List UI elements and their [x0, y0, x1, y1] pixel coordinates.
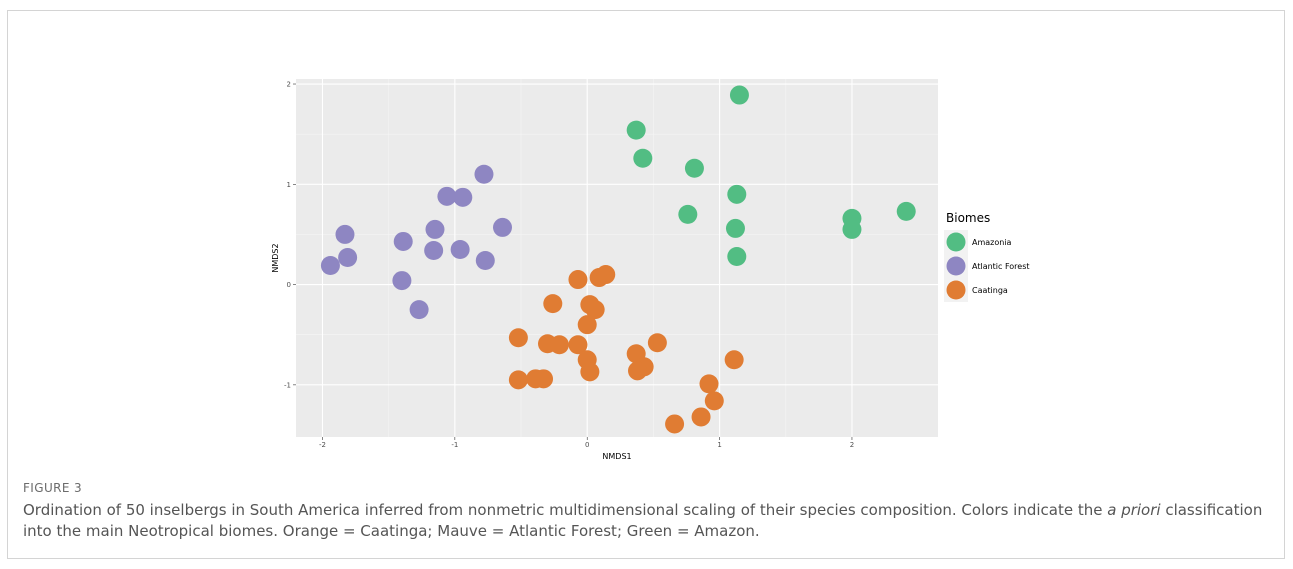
panel-background — [296, 79, 938, 437]
point-caatinga — [568, 270, 588, 290]
axis-ticks: -2 -1 0 1 2 -1 0 1 2 — [284, 81, 854, 449]
legend: Biomes Amazonia Atlantic Forest Caatinga — [944, 211, 1030, 302]
caption-part-2: classification into the main Neotropical… — [23, 501, 1263, 540]
point-caatinga — [596, 265, 616, 285]
point-caatinga — [534, 369, 554, 389]
point-caatinga — [568, 335, 588, 355]
point-caatinga — [585, 300, 605, 320]
point-atlantic-forest — [393, 231, 413, 251]
point-caatinga — [628, 361, 648, 381]
legend-label-amazonia: Amazonia — [972, 238, 1012, 247]
point-caatinga — [647, 333, 667, 353]
point-amazonia — [626, 120, 646, 140]
x-tick-label: 1 — [717, 441, 721, 449]
point-caatinga — [665, 414, 685, 434]
legend-label-caatinga: Caatinga — [972, 286, 1008, 295]
point-atlantic-forest — [450, 239, 470, 259]
x-tick-label: -1 — [451, 441, 458, 449]
legend-label-atlantic-forest: Atlantic Forest — [972, 262, 1030, 271]
point-caatinga — [691, 407, 711, 427]
x-tick-label: -2 — [319, 441, 326, 449]
point-amazonia — [678, 204, 698, 224]
y-tick-label: 0 — [287, 281, 291, 289]
point-atlantic-forest — [335, 224, 355, 244]
point-atlantic-forest — [474, 164, 494, 184]
point-amazonia — [727, 246, 747, 266]
caption-italic: a priori — [1107, 501, 1161, 519]
point-amazonia — [684, 158, 704, 178]
y-tick-label: 1 — [287, 181, 291, 189]
point-atlantic-forest — [453, 187, 473, 207]
legend-swatch-caatinga — [946, 280, 966, 300]
x-tick-label: 2 — [850, 441, 854, 449]
y-tick-label: -1 — [284, 381, 291, 389]
point-caatinga — [543, 294, 563, 314]
y-axis-title: NMDS2 — [271, 243, 280, 272]
data-points — [320, 85, 916, 434]
point-amazonia — [725, 218, 745, 238]
legend-title: Biomes — [946, 211, 990, 225]
point-atlantic-forest — [425, 219, 445, 239]
point-atlantic-forest — [392, 271, 412, 291]
legend-swatch-atlantic-forest — [946, 256, 966, 276]
point-amazonia — [729, 85, 749, 105]
point-caatinga — [724, 350, 744, 370]
point-caatinga — [508, 370, 528, 390]
point-amazonia — [842, 219, 862, 239]
point-atlantic-forest — [424, 240, 444, 260]
point-atlantic-forest — [437, 186, 457, 206]
point-atlantic-forest — [409, 300, 429, 320]
point-amazonia — [896, 201, 916, 221]
legend-swatch-amazonia — [946, 232, 966, 252]
y-tick-label: 2 — [287, 81, 291, 89]
nmds-scatter-plot: -2 -1 0 1 2 -1 0 1 2 NMDS1 NMDS2 Biomes Amazonia… — [271, 79, 1030, 461]
point-atlantic-forest — [492, 217, 512, 237]
point-atlantic-forest — [338, 247, 358, 267]
point-amazonia — [727, 184, 747, 204]
figure-caption: Ordination of 50 inselbergs in South Ame… — [23, 500, 1268, 542]
point-atlantic-forest — [475, 251, 495, 271]
point-caatinga — [508, 328, 528, 348]
x-axis-title: NMDS1 — [602, 452, 631, 461]
point-caatinga — [580, 362, 600, 382]
point-caatinga — [699, 374, 719, 394]
point-amazonia — [633, 148, 653, 168]
point-caatinga — [549, 335, 569, 355]
point-caatinga — [577, 315, 597, 335]
point-caatinga — [704, 391, 724, 411]
point-atlantic-forest — [320, 256, 340, 276]
caption-part-1: Ordination of 50 inselbergs in South Ame… — [23, 501, 1108, 519]
figure-label: FIGURE 3 — [23, 481, 83, 495]
plot-panel — [296, 79, 938, 437]
x-tick-label: 0 — [585, 441, 589, 449]
